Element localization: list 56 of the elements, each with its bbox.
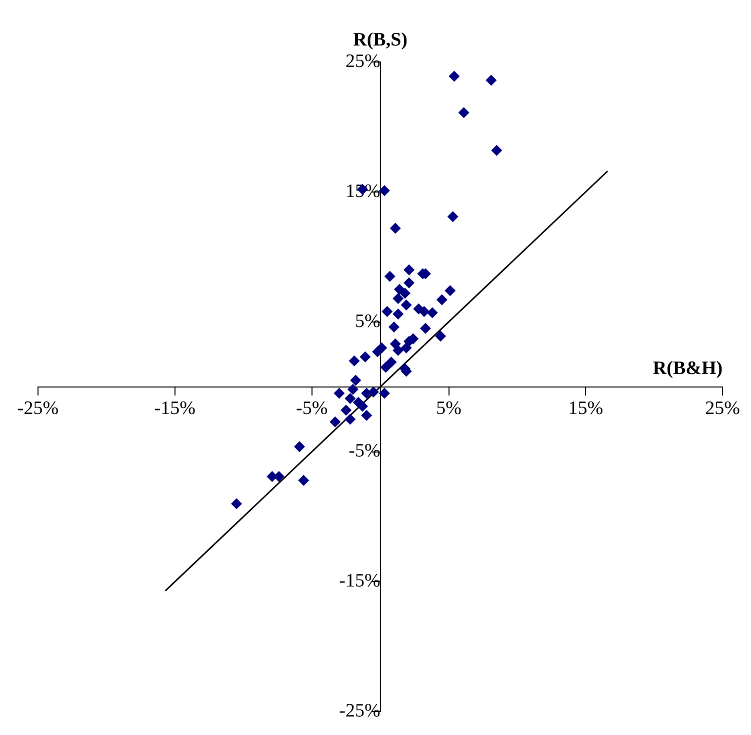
point: [444, 285, 456, 296]
point: [347, 384, 358, 395]
point: [420, 322, 431, 334]
point: [447, 211, 458, 222]
point: [380, 362, 392, 373]
point: [344, 414, 356, 425]
point: [334, 388, 345, 399]
point: [404, 277, 415, 288]
point: [340, 404, 352, 416]
point: [486, 74, 497, 86]
point: [400, 299, 412, 310]
x-tick-label: -25%: [17, 398, 59, 420]
point: [392, 308, 404, 320]
point: [361, 410, 372, 421]
x-tick-label: 5%: [436, 398, 462, 420]
point: [384, 270, 396, 282]
point: [360, 351, 371, 362]
point: [386, 356, 397, 368]
point: [388, 322, 400, 333]
point: [458, 107, 470, 118]
y-tick-label: -15%: [339, 570, 380, 592]
point: [344, 392, 356, 404]
x-tick-label: 25%: [705, 398, 740, 420]
point: [330, 416, 341, 428]
y-tick-label: -5%: [348, 440, 380, 462]
point: [435, 330, 446, 342]
point: [294, 441, 306, 452]
x-tick-label: 15%: [568, 398, 604, 420]
point: [392, 292, 404, 304]
point: [426, 307, 438, 318]
x-axis-title: R(B&H): [652, 358, 723, 380]
point: [298, 474, 310, 486]
point: [390, 222, 401, 234]
x-tick-label: -5%: [296, 398, 328, 420]
point: [404, 264, 415, 276]
point: [356, 400, 368, 412]
y-tick-label: 5%: [354, 310, 380, 332]
x-tick-label: -15%: [154, 398, 196, 420]
point: [231, 498, 242, 510]
point: [390, 338, 401, 350]
point: [350, 374, 362, 386]
point: [378, 388, 390, 399]
y-tick-label: 25%: [345, 50, 380, 72]
point: [348, 355, 360, 366]
point: [399, 288, 410, 299]
point: [491, 144, 502, 156]
point: [448, 70, 460, 82]
point: [436, 294, 448, 306]
point: [400, 342, 412, 354]
point: [372, 346, 384, 358]
point: [392, 344, 404, 356]
y-axis-title: R(B,S): [353, 29, 408, 50]
y-tick-label: -25%: [339, 700, 380, 722]
point: [368, 386, 379, 398]
point: [382, 306, 393, 317]
point: [418, 306, 430, 317]
